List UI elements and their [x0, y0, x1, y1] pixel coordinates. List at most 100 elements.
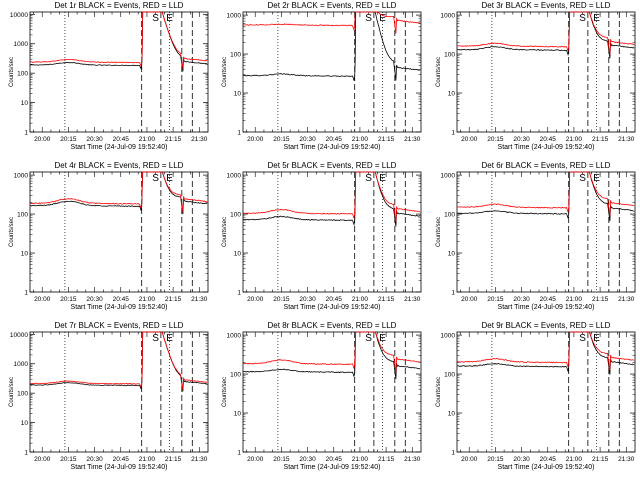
x-tick-label: 20:00: [247, 456, 264, 463]
x-tick-label: 20:15: [60, 136, 77, 143]
x-tick-label: 20:45: [113, 456, 130, 463]
marker-label-e: E: [593, 13, 600, 24]
x-tick-label: 20:00: [247, 136, 264, 143]
plot-title: Det 6r BLACK = Events, RED = LLD: [482, 161, 611, 170]
x-tick-label: 20:15: [60, 456, 77, 463]
x-axis-label: Start Time (24-Jul-09 19:52:40): [71, 144, 168, 151]
x-tick-label: 20:45: [540, 296, 557, 303]
series-events-line: [457, 331, 635, 375]
plot-title: Det 3r BLACK = Events, RED = LLD: [482, 1, 611, 10]
y-axis-label: Counts/sec: [436, 377, 442, 407]
x-tick-label: 21:30: [618, 456, 635, 463]
x-tick-label: 20:15: [60, 296, 77, 303]
x-tick-label: 20:45: [326, 136, 343, 143]
y-axis-label: Counts/sec: [9, 377, 15, 407]
x-tick-label: 21:00: [566, 296, 583, 303]
marker-label-e: E: [166, 13, 173, 24]
x-tick-label: 20:00: [461, 296, 478, 303]
y-tick-label: 10: [21, 100, 29, 107]
y-axis-label: Counts/sec: [436, 57, 442, 87]
series-lld-line: [243, 331, 421, 373]
series-lld-line: [243, 11, 421, 34]
series-lld-line: [243, 171, 421, 222]
plot-frame: [242, 331, 422, 453]
series-lld-line: [30, 11, 208, 69]
y-tick-label: 10: [448, 411, 456, 418]
x-tick-label: 20:15: [487, 136, 504, 143]
marker-label-s: S: [152, 173, 159, 184]
x-tick-label: 20:30: [299, 296, 316, 303]
x-tick-label: 20:30: [299, 136, 316, 143]
x-tick-label: 20:45: [326, 456, 343, 463]
marker-label-e: E: [593, 333, 600, 344]
y-axis-label: Counts/sec: [222, 57, 228, 87]
x-tick-label: 21:15: [378, 456, 395, 463]
x-tick-label: 21:15: [592, 456, 609, 463]
x-tick-label: 20:30: [299, 456, 316, 463]
x-tick-label: 20:00: [34, 136, 51, 143]
series-lld-line: [457, 331, 635, 371]
y-tick-label: 1: [237, 130, 241, 137]
marker-label-s: S: [365, 333, 372, 344]
plot-title: Det 7r BLACK = Events, RED = LLD: [55, 321, 184, 330]
x-axis-label: Start Time (24-Jul-09 19:52:40): [498, 464, 595, 471]
marker-label-s: S: [579, 173, 586, 184]
plot-title: Det 5r BLACK = Events, RED = LLD: [268, 161, 397, 170]
marker-label-s: S: [152, 333, 159, 344]
plot-frame: [242, 171, 422, 293]
x-tick-label: 20:00: [461, 456, 478, 463]
y-tick-label: 1000: [227, 173, 242, 180]
plot-title: Det 9r BLACK = Events, RED = LLD: [482, 321, 611, 330]
y-tick-label: 1: [237, 450, 241, 457]
x-tick-label: 21:30: [404, 456, 421, 463]
y-tick-label: 10: [21, 420, 29, 427]
y-tick-label: 100: [17, 212, 28, 219]
x-tick-label: 21:15: [592, 296, 609, 303]
y-tick-label: 1000: [14, 41, 29, 48]
x-tick-label: 21:00: [566, 456, 583, 463]
y-tick-label: 100: [230, 52, 241, 59]
x-tick-label: 21:15: [592, 136, 609, 143]
x-tick-label: 20:30: [86, 136, 103, 143]
x-tick-label: 20:15: [487, 456, 504, 463]
y-tick-label: 1000: [441, 333, 456, 340]
y-tick-label: 10: [234, 91, 242, 98]
x-tick-label: 20:15: [273, 456, 290, 463]
x-tick-label: 20:30: [513, 136, 530, 143]
marker-label-s: S: [365, 13, 372, 24]
y-tick-label: 100: [444, 52, 455, 59]
x-tick-label: 20:45: [113, 296, 130, 303]
detector-plot-8: Det 8r BLACK = Events, RED = LLD Counts/s…: [222, 321, 422, 471]
y-axis-label: Counts/sec: [436, 217, 442, 247]
plot-frame: [29, 11, 209, 133]
marker-label-e: E: [379, 13, 386, 24]
y-axis-label: Counts/sec: [9, 217, 15, 247]
x-tick-label: 21:15: [378, 296, 395, 303]
x-axis-label: Start Time (24-Jul-09 19:52:40): [498, 304, 595, 311]
y-tick-label: 1000: [14, 173, 29, 180]
detector-plot-6: Det 6r BLACK = Events, RED = LLD Counts/s…: [436, 161, 636, 311]
detector-plot-2: Det 2r BLACK = Events, RED = LLD Counts/s…: [222, 1, 422, 151]
plot-title: Det 2r BLACK = Events, RED = LLD: [268, 1, 397, 10]
series-lld-line: [30, 171, 208, 212]
marker-label-s: S: [579, 13, 586, 24]
y-tick-label: 10: [234, 411, 242, 418]
plot-frame: [456, 171, 636, 293]
series-events-line: [30, 171, 208, 215]
x-tick-label: 20:45: [113, 136, 130, 143]
plot-title: Det 4r BLACK = Events, RED = LLD: [55, 161, 184, 170]
plot-frame: [456, 331, 636, 453]
x-axis-label: Start Time (24-Jul-09 19:52:40): [284, 144, 381, 151]
y-axis-label: Counts/sec: [222, 377, 228, 407]
y-axis-label: Counts/sec: [9, 57, 15, 87]
x-tick-label: 21:00: [352, 456, 369, 463]
y-tick-label: 10: [21, 251, 29, 258]
y-tick-label: 1: [24, 450, 28, 457]
y-tick-label: 1000: [227, 333, 242, 340]
plot-title: Det 1r BLACK = Events, RED = LLD: [55, 1, 184, 10]
y-tick-label: 10: [448, 251, 456, 258]
x-tick-label: 20:00: [461, 136, 478, 143]
x-tick-label: 21:15: [165, 136, 182, 143]
x-tick-label: 20:15: [273, 296, 290, 303]
y-tick-label: 10: [234, 251, 242, 258]
